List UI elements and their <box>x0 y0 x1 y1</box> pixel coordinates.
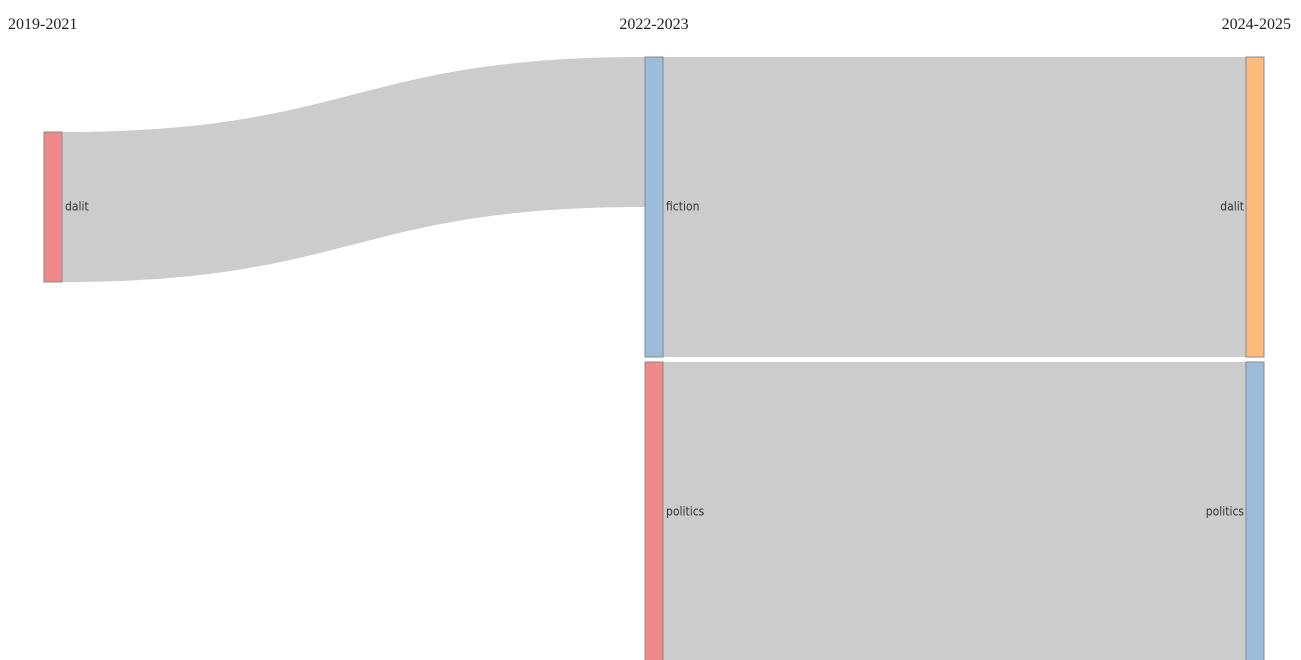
node-label: dalit <box>65 200 89 214</box>
column-title: 2024-2025 <box>1222 16 1291 33</box>
node-label: fiction <box>666 200 699 214</box>
links <box>62 57 1246 660</box>
node-label: politics <box>1206 505 1245 519</box>
node <box>644 361 664 660</box>
node-label: politics <box>666 505 705 519</box>
node <box>43 131 63 283</box>
column-title: 2022-2023 <box>619 16 688 33</box>
link <box>62 57 645 282</box>
node-label: dalit <box>1220 200 1244 214</box>
link <box>663 57 1246 357</box>
column-title: 2019-2021 <box>8 16 77 33</box>
node <box>1245 361 1265 660</box>
node <box>1245 56 1265 358</box>
link <box>663 361 1246 660</box>
node <box>644 56 664 358</box>
